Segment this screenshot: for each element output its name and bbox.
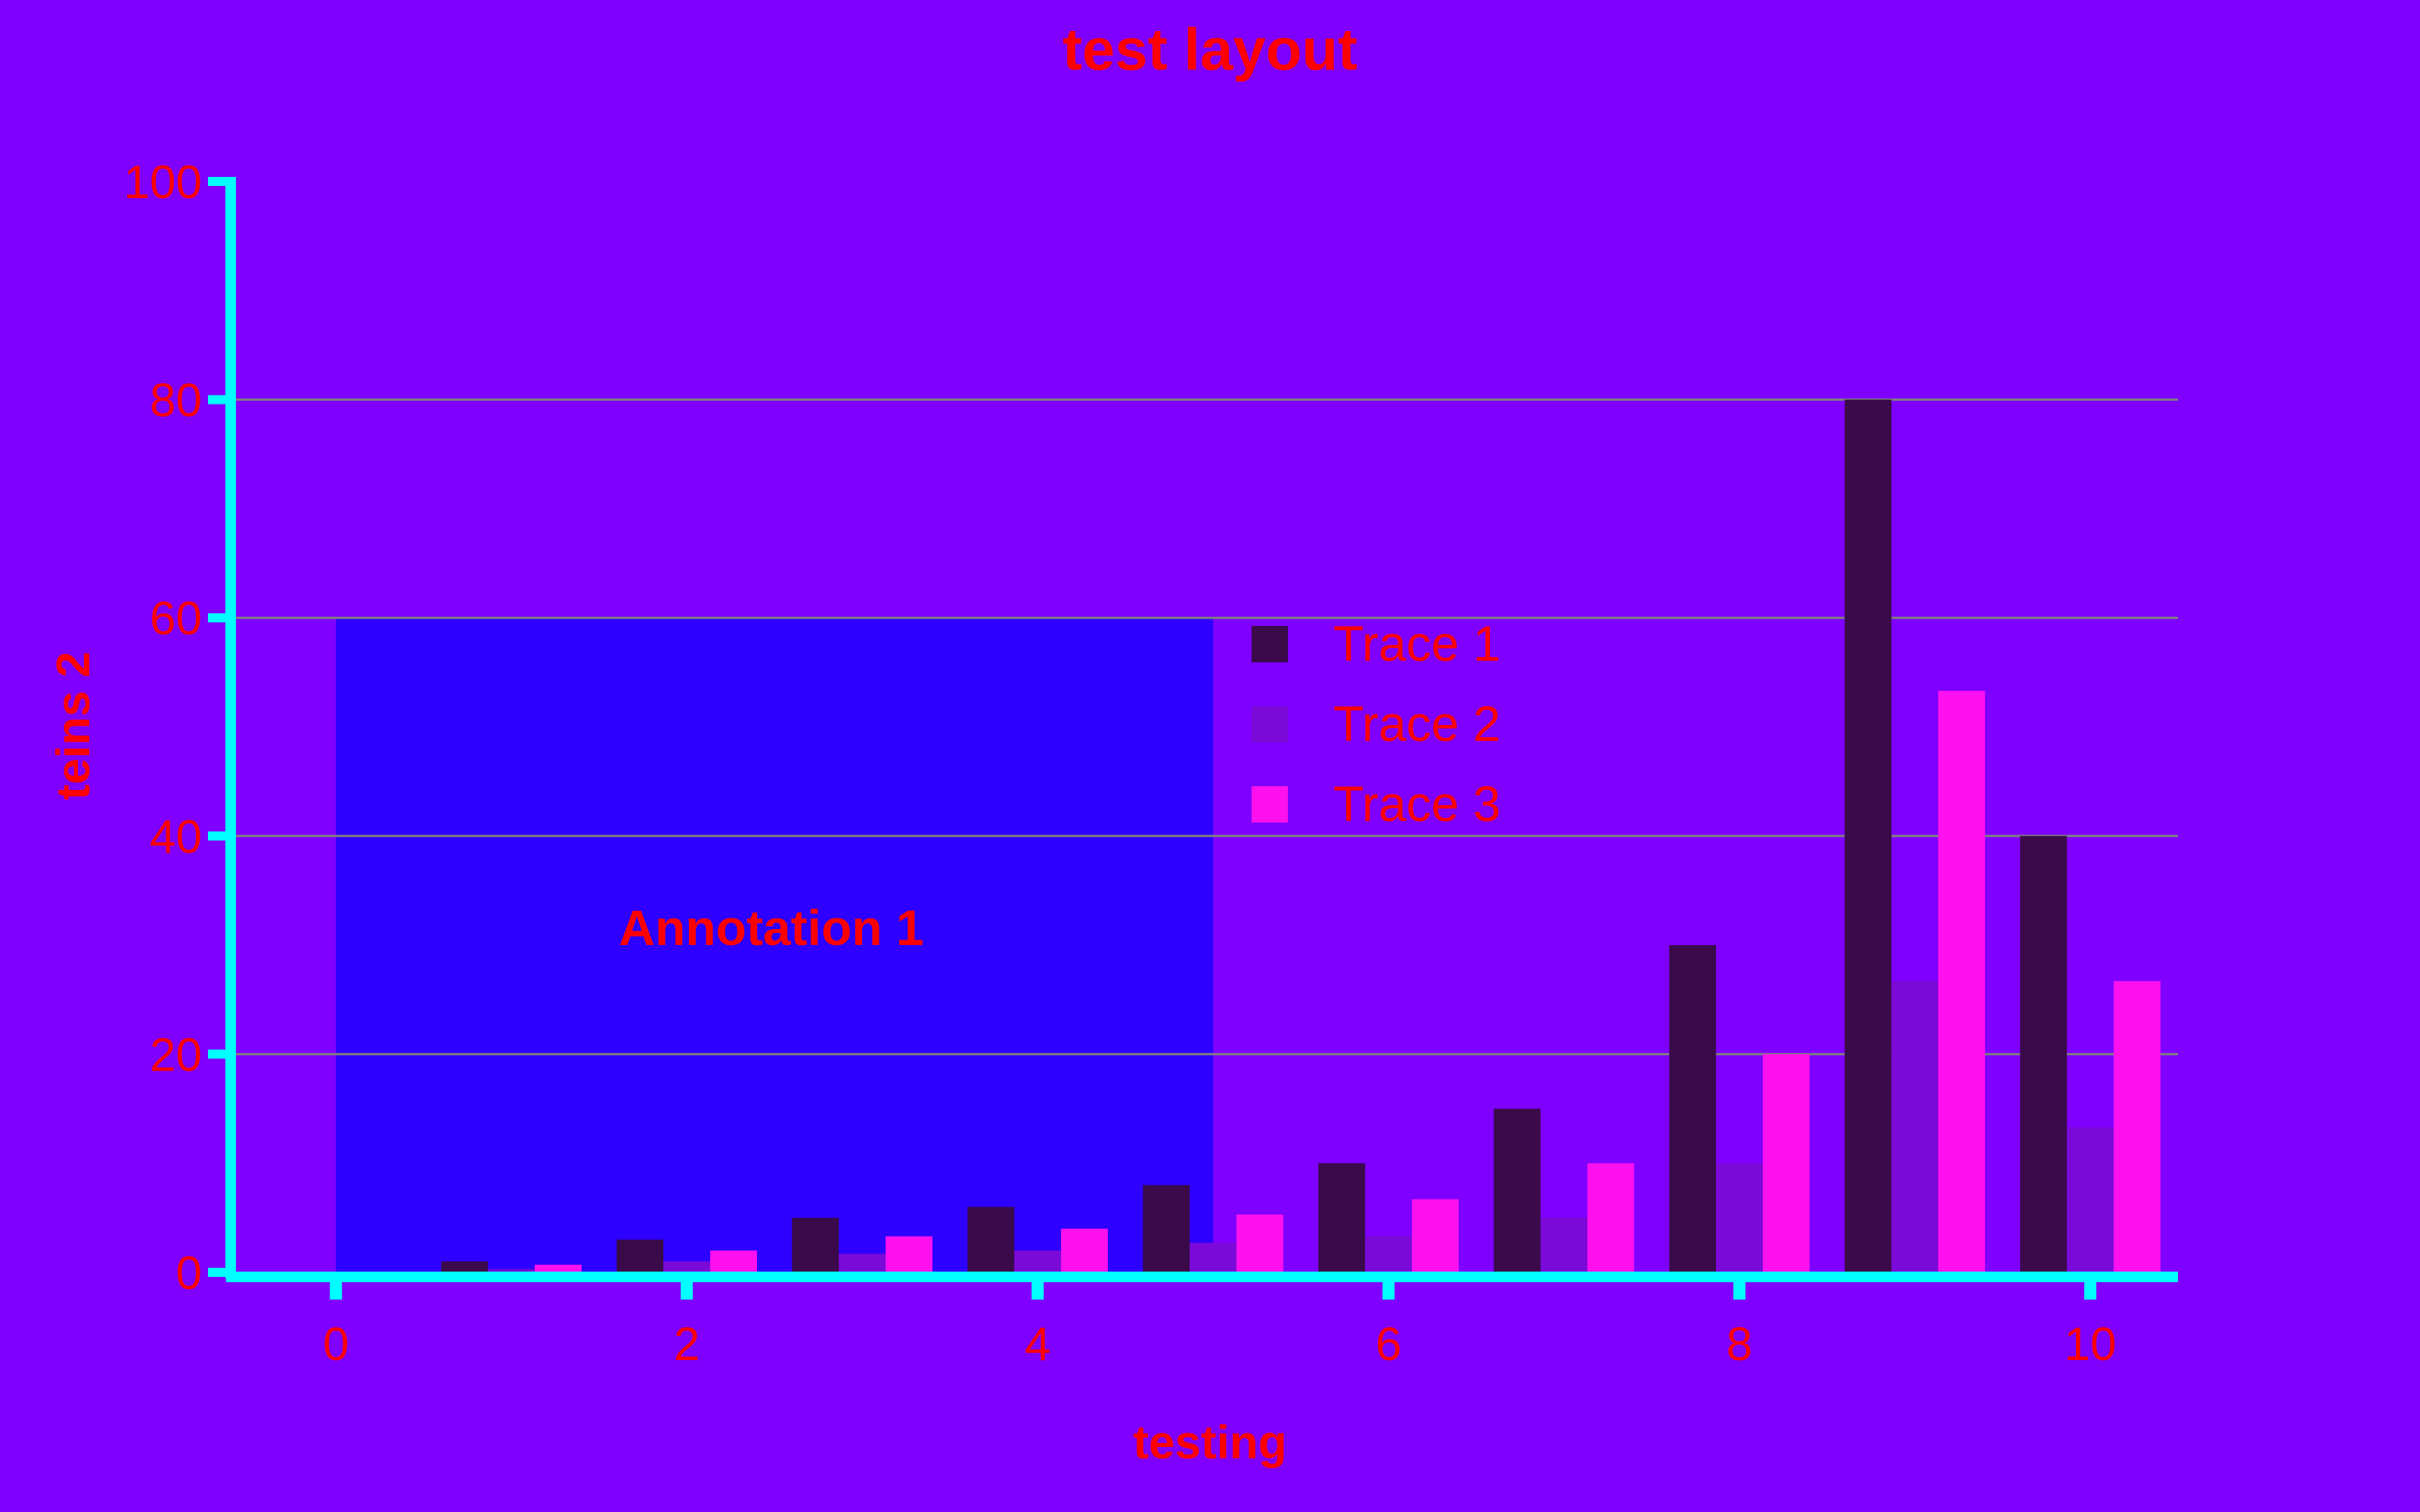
y-axis-title: teins 2 bbox=[48, 652, 100, 800]
bar-trace-2-6 bbox=[1365, 1236, 1413, 1272]
bar-trace-1-9 bbox=[1844, 399, 1892, 1272]
axis-layer: 0 20 40 60 80 100 0 2 4 6 8 10 bbox=[124, 156, 2178, 1371]
bar-trace-1-3 bbox=[792, 1217, 839, 1272]
annotation-region bbox=[336, 618, 1214, 1272]
bar-trace-1-2 bbox=[616, 1239, 664, 1272]
bar-trace-3-5 bbox=[1236, 1214, 1283, 1272]
bar-trace-3-4 bbox=[1061, 1228, 1108, 1272]
x-tick-label: 4 bbox=[1025, 1318, 1050, 1371]
bar-trace-1-8 bbox=[1669, 945, 1717, 1272]
y-tick-label: 0 bbox=[176, 1247, 202, 1300]
legend-swatch-trace-2 bbox=[1252, 706, 1288, 742]
legend-label-trace-1: Trace 1 bbox=[1333, 615, 1500, 671]
x-axis-title: testing bbox=[1133, 1417, 1286, 1469]
bar-trace-2-10 bbox=[2067, 1127, 2114, 1272]
bar-trace-3-3 bbox=[886, 1236, 932, 1272]
x-tick-label: 8 bbox=[1727, 1318, 1752, 1371]
bar-trace-2-5 bbox=[1190, 1243, 1237, 1272]
y-tick-label: 20 bbox=[150, 1029, 202, 1081]
legend-swatch-trace-1 bbox=[1252, 626, 1288, 662]
bar-trace-3-8 bbox=[1762, 1054, 1810, 1272]
bar-trace-1-1 bbox=[441, 1261, 489, 1272]
annotation-label: Annotation 1 bbox=[619, 900, 923, 956]
bar-trace-1-10 bbox=[2020, 835, 2068, 1272]
bar-trace-2-1 bbox=[488, 1269, 535, 1272]
bar-trace-2-7 bbox=[1540, 1217, 1587, 1272]
bar-trace-1-7 bbox=[1494, 1108, 1541, 1272]
bar-trace-2-9 bbox=[1891, 981, 1938, 1272]
bar-trace-3-7 bbox=[1587, 1163, 1634, 1272]
legend-label-trace-3: Trace 3 bbox=[1333, 776, 1500, 832]
bar-trace-2-2 bbox=[663, 1261, 711, 1272]
x-tick-label: 10 bbox=[2065, 1318, 2117, 1371]
x-tick-label: 0 bbox=[323, 1318, 349, 1371]
bar-trace-2-3 bbox=[839, 1253, 886, 1272]
legend-swatch-trace-3 bbox=[1252, 786, 1288, 823]
bar-trace-3-10 bbox=[2113, 981, 2161, 1272]
y-tick-label: 80 bbox=[150, 375, 202, 427]
bar-trace-2-8 bbox=[1716, 1163, 1763, 1272]
x-tick-label: 2 bbox=[674, 1318, 700, 1371]
legend-label-trace-2: Trace 2 bbox=[1333, 696, 1500, 751]
annotation-layer bbox=[336, 618, 1214, 1272]
y-tick-label: 60 bbox=[150, 593, 202, 645]
bar-trace-1-4 bbox=[967, 1207, 1015, 1272]
bars-layer bbox=[441, 399, 2161, 1272]
bar-trace-2-4 bbox=[1014, 1250, 1062, 1272]
bar-trace-3-2 bbox=[710, 1250, 757, 1272]
bar-trace-1-5 bbox=[1143, 1185, 1190, 1272]
y-tick-label: 40 bbox=[150, 811, 202, 863]
x-tick-label: 6 bbox=[1376, 1318, 1401, 1371]
bar-trace-3-1 bbox=[535, 1264, 582, 1272]
bar-trace-3-9 bbox=[1938, 690, 1985, 1272]
chart-title: test layout bbox=[1063, 16, 1357, 82]
bar-trace-3-6 bbox=[1412, 1199, 1459, 1272]
y-tick-label: 100 bbox=[124, 156, 202, 209]
legend: Trace 1 Trace 2 Trace 3 bbox=[1252, 615, 1500, 832]
bar-trace-1-6 bbox=[1318, 1163, 1366, 1272]
